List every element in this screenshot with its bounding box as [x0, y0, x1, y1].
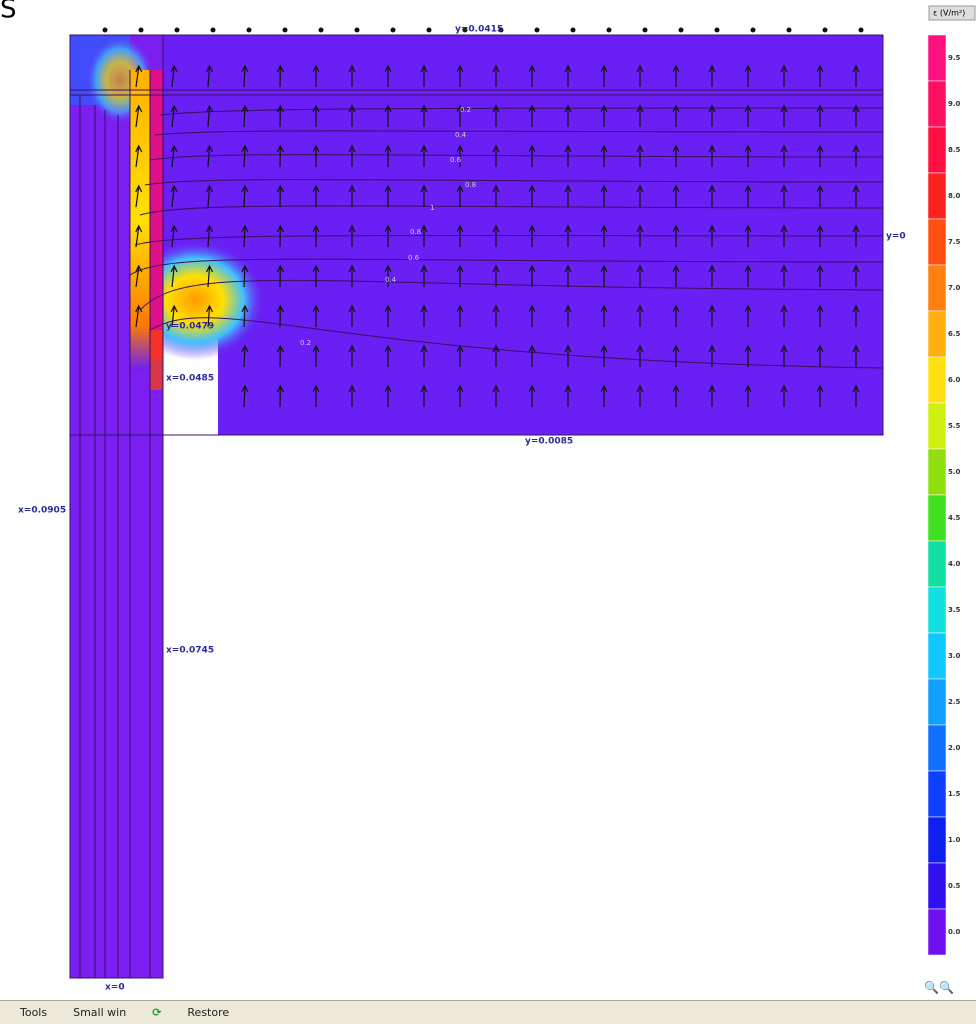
probe-dot: [607, 28, 612, 33]
colorbar-band: [928, 357, 946, 403]
colorbar-band: [928, 265, 946, 311]
probe-dot: [751, 28, 756, 33]
colorbar-label: 7.0: [948, 284, 961, 292]
probe-dot: [823, 28, 828, 33]
colorbar-label: 6.5: [948, 330, 961, 338]
plot-window: S 0.2 0.4 0.6 0.8 1 0.8 0.6 0.4 0.2 y=0.0415 y=0…: [0, 0, 976, 1000]
colorbar-band: [928, 817, 946, 863]
contour-label: 0.4: [455, 131, 467, 139]
page: S 0.2 0.4 0.6 0.8 1 0.8 0.6 0.4 0.2 y=0.0415 y=0…: [0, 0, 976, 1023]
colorbar-band: [928, 679, 946, 725]
contour-label: 0.8: [465, 181, 476, 189]
boundary-label: x=0.0745: [166, 646, 214, 656]
contour-label: 0.6: [450, 156, 462, 164]
colorbar-band: [928, 863, 946, 909]
probe-dot: [643, 28, 648, 33]
contour-label: 0.6: [408, 254, 420, 262]
tools-button[interactable]: Tools: [14, 1006, 53, 1019]
colorbar-band: [928, 311, 946, 357]
title: S: [0, 0, 17, 25]
colorbar-label: 8.0: [948, 192, 961, 200]
colorbar-label: 7.5: [948, 238, 961, 246]
colorbar-label: 5.5: [948, 422, 961, 430]
colorbar-band: [928, 35, 946, 81]
probe-dot: [787, 28, 792, 33]
field-column: [150, 330, 163, 390]
colorbar-band: [928, 173, 946, 219]
probe-dot: [175, 28, 180, 33]
probe-dot: [571, 28, 576, 33]
colorbar-label: 1.5: [948, 790, 961, 798]
contour-label: 0.4: [385, 276, 397, 284]
probe-dot: [247, 28, 252, 33]
colorbar-label: 2.0: [948, 744, 961, 752]
colorbar-label: 2.5: [948, 698, 961, 706]
colorbar-band: [928, 633, 946, 679]
colorbar-label: 0.0: [948, 928, 961, 936]
colorbar-band: [928, 81, 946, 127]
colorbar-band: [928, 127, 946, 173]
contour-label: 1: [430, 204, 434, 212]
boundary-label: y=0.0479: [166, 322, 214, 332]
colorbar-band: [928, 495, 946, 541]
probe-dot: [319, 28, 324, 33]
boundary-label: x=0.0485: [166, 374, 214, 384]
probe-dot: [859, 28, 864, 33]
colorbar-label: 9.5: [948, 54, 961, 62]
probe-dot: [391, 28, 396, 33]
empty: [163, 435, 883, 980]
field-column: [130, 70, 150, 370]
probe-dot: [715, 28, 720, 33]
colorbar-band: [928, 771, 946, 817]
refresh-icon[interactable]: ⟳: [146, 1006, 167, 1019]
colorbar-label: 0.5: [948, 882, 961, 890]
colorbar-band: [928, 219, 946, 265]
contour-label: 0.8: [410, 228, 421, 236]
colorbar: 9.5 9.0 8.5 8.0 7.5 7.0 6.5 6.0 5.5 5.0 4.5 4.0 3.5 3…: [928, 35, 961, 955]
boundary-label: x=0.0905: [18, 506, 66, 516]
colorbar-band: [928, 909, 946, 955]
colorbar-label: 3.0: [948, 652, 961, 660]
probe-dot: [283, 28, 288, 33]
toolbar: Tools Small win ⟳ Restore: [0, 1000, 976, 1024]
contour-label: 0.2: [460, 106, 471, 114]
probe-dot: [139, 28, 144, 33]
boundary-label: y=0: [886, 232, 906, 242]
probe-dot: [679, 28, 684, 33]
colorbar-band: [928, 541, 946, 587]
colorbar-title: ε (V/m²): [933, 9, 965, 18]
probe-dot: [427, 28, 432, 33]
restore-button[interactable]: Restore: [181, 1006, 235, 1019]
colorbar-label: 1.0: [948, 836, 961, 844]
colorbar-label: 4.5: [948, 514, 961, 522]
colorbar-label: 9.0: [948, 100, 961, 108]
boundary-label: y=0.0415: [455, 25, 503, 35]
colorbar-band: [928, 587, 946, 633]
boundary-label: x=0: [105, 983, 125, 993]
probe-dot: [103, 28, 108, 33]
colorbar-label: 8.5: [948, 146, 961, 154]
probe-dot: [535, 28, 540, 33]
colorbar-band: [928, 725, 946, 771]
probe-dot: [355, 28, 360, 33]
field-column: [150, 70, 163, 360]
colorbar-label: 5.0: [948, 468, 961, 476]
colorbar-label: 6.0: [948, 376, 961, 384]
colorbar-band: [928, 449, 946, 495]
probe-dot: [211, 28, 216, 33]
colorbar-label: 3.5: [948, 606, 961, 614]
small-win-button[interactable]: Small win: [67, 1006, 132, 1019]
colorbar-label: 4.0: [948, 560, 961, 568]
boundary-label: y=0.0085: [525, 437, 573, 447]
colorbar-band: [928, 403, 946, 449]
zoom-icons[interactable]: 🔍🔍: [924, 980, 954, 995]
contour-label: 0.2: [300, 339, 311, 347]
